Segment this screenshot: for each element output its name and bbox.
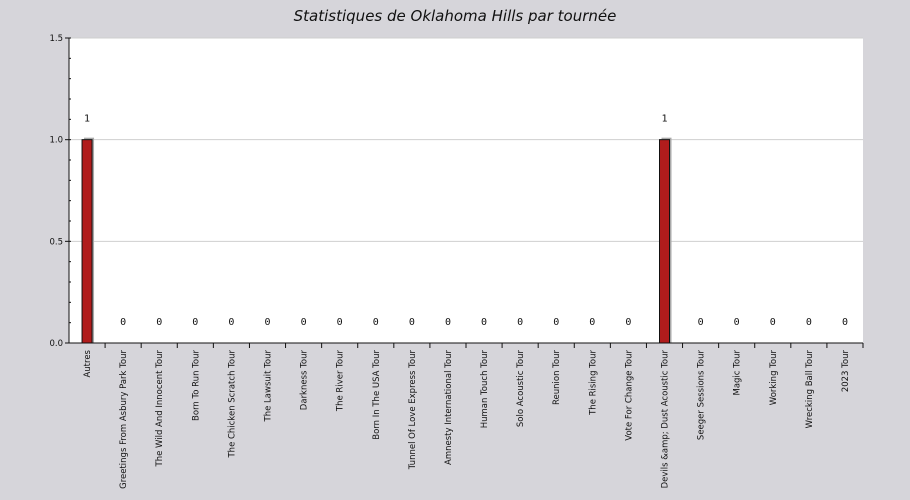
y-tick-label: 1.0 [49,136,63,146]
x-tick-label: Devils &amp; Dust Acoustic Tour [661,349,671,488]
data-label: 0 [192,317,198,328]
x-tick-label: Human Touch Tour [480,350,490,429]
x-tick-label: Vote For Change Tour [624,350,634,441]
data-label: 0 [734,317,740,328]
chart-title: Statistiques de Oklahoma Hills par tourn… [294,7,617,25]
x-tick-label: The Chicken Scratch Tour [227,350,237,459]
data-label: 0 [481,317,487,328]
data-label: 0 [120,317,126,328]
data-label: 0 [517,317,523,328]
data-label: 0 [445,317,451,328]
data-label: 0 [264,317,270,328]
data-label: 0 [409,317,415,328]
x-tick-label: Born To Run Tour [191,350,201,421]
x-tick-label: Reunion Tour [552,350,562,406]
y-tick-label: 1.5 [49,34,63,44]
plot-area [69,38,863,343]
y-tick-label: 0.0 [49,339,63,349]
grid-lines [69,37,863,242]
data-label: 0 [156,317,162,328]
data-label: 0 [842,317,848,328]
x-tick-label: Born In The USA Tour [372,350,382,440]
x-tick-label: Magic Tour [733,350,743,396]
data-label: 0 [301,317,307,328]
x-tick-label: Seeger Sessions Tour [697,350,707,441]
data-label: 1 [84,114,90,125]
x-tick-label: Tunnel Of Love Express Tour [408,350,418,471]
labels: 0.0 0.5 1.0 1.5 1 Autres 0 Greetings From Asbur… [49,34,850,489]
x-tick-label: Autres [83,349,93,377]
x-tick-label: The Wild And Innocent Tour [155,350,165,468]
data-label: 0 [337,317,343,328]
x-tick-label: Amnesty International Tour [444,350,454,465]
x-tick-label: Working Tour [769,349,779,405]
data-label: 0 [806,317,812,328]
x-tick-label: Greetings From Asbury Park Tour [119,350,129,489]
x-tick-label: Solo Acoustic Tour [516,350,526,428]
data-label: 0 [373,317,379,328]
bar [659,139,670,344]
x-tick-label: The Lawsuit Tour [264,349,274,422]
bars [81,137,672,344]
data-label: 0 [553,317,559,328]
x-tick-label: The River Tour [336,350,346,413]
data-label: 0 [698,317,704,328]
x-tick-label: Darkness Tour [300,350,310,411]
y-tick-label: 0.5 [49,237,63,247]
data-label: 1 [661,114,667,125]
axes [65,37,864,348]
data-label: 0 [625,317,631,328]
x-tick-label: The Rising Tour [588,350,598,416]
x-tick-label: 2023 Tour [841,350,851,393]
data-label: 0 [228,317,234,328]
data-label: 0 [589,317,595,328]
bar [81,139,93,344]
data-label: 0 [770,317,776,328]
x-tick-label: Wrecking Ball Tour [805,350,815,429]
